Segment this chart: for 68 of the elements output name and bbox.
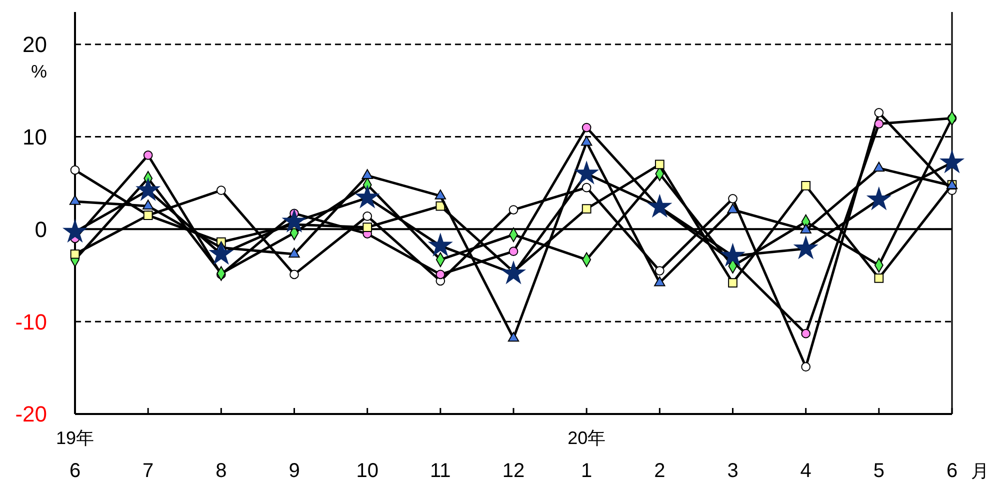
point — [582, 122, 592, 132]
point — [575, 162, 598, 184]
point — [873, 162, 885, 172]
point — [654, 160, 664, 170]
y-axis-title: % — [30, 61, 48, 82]
point — [874, 108, 884, 118]
y-tick-label: 0 — [34, 216, 47, 242]
point — [69, 195, 81, 205]
x-tick-label: 11 — [430, 460, 451, 482]
point — [648, 194, 672, 217]
point — [801, 362, 811, 372]
point — [502, 261, 525, 284]
point — [70, 249, 80, 259]
point — [436, 270, 446, 280]
point — [64, 220, 86, 242]
x-tick-label: 9 — [288, 460, 300, 482]
point — [434, 190, 446, 200]
x-tick-label: 3 — [727, 460, 738, 482]
y-tick-label: -10 — [15, 309, 47, 334]
point — [143, 150, 153, 160]
point — [582, 204, 592, 214]
point — [508, 332, 520, 342]
point — [874, 119, 884, 128]
point — [142, 200, 154, 210]
x-tick-label: 5 — [873, 460, 884, 482]
point — [801, 181, 811, 190]
point — [216, 186, 226, 196]
point — [727, 203, 738, 214]
point — [436, 201, 446, 211]
x-tick-label: 12 — [502, 460, 525, 482]
point — [728, 194, 738, 204]
x-tick-label: 6 — [946, 460, 958, 482]
point — [654, 266, 664, 276]
point — [867, 188, 890, 210]
point — [580, 136, 592, 146]
point — [362, 212, 372, 221]
x-axis-title: 月 — [971, 461, 989, 481]
point — [728, 278, 738, 288]
point — [800, 224, 812, 234]
x-tick-label: 4 — [800, 460, 812, 482]
x-tick-label: 10 — [356, 460, 378, 482]
point — [356, 186, 379, 208]
point — [362, 222, 372, 232]
y-tick-label: 10 — [22, 124, 47, 150]
point — [801, 328, 811, 338]
point — [290, 270, 299, 280]
x-tick-label: 8 — [216, 460, 227, 482]
point — [362, 169, 373, 180]
point — [940, 150, 964, 172]
x-tick-label: 20年 1 — [568, 428, 606, 482]
x-tick-label: 2 — [654, 460, 666, 482]
point — [582, 182, 592, 192]
point — [288, 248, 300, 258]
point — [794, 236, 818, 258]
y-tick-label: 20 — [22, 32, 47, 58]
point — [428, 234, 452, 256]
point — [210, 242, 233, 264]
x-tick-label: 7 — [142, 460, 154, 482]
point — [654, 276, 666, 286]
point — [136, 178, 160, 200]
x-tick-label: 19年 6 — [56, 428, 94, 482]
point — [721, 244, 744, 266]
point — [508, 246, 518, 256]
point — [874, 273, 884, 283]
y-tick-label: -20 — [15, 402, 47, 427]
point — [508, 205, 518, 214]
point — [282, 210, 306, 232]
point — [70, 165, 80, 175]
